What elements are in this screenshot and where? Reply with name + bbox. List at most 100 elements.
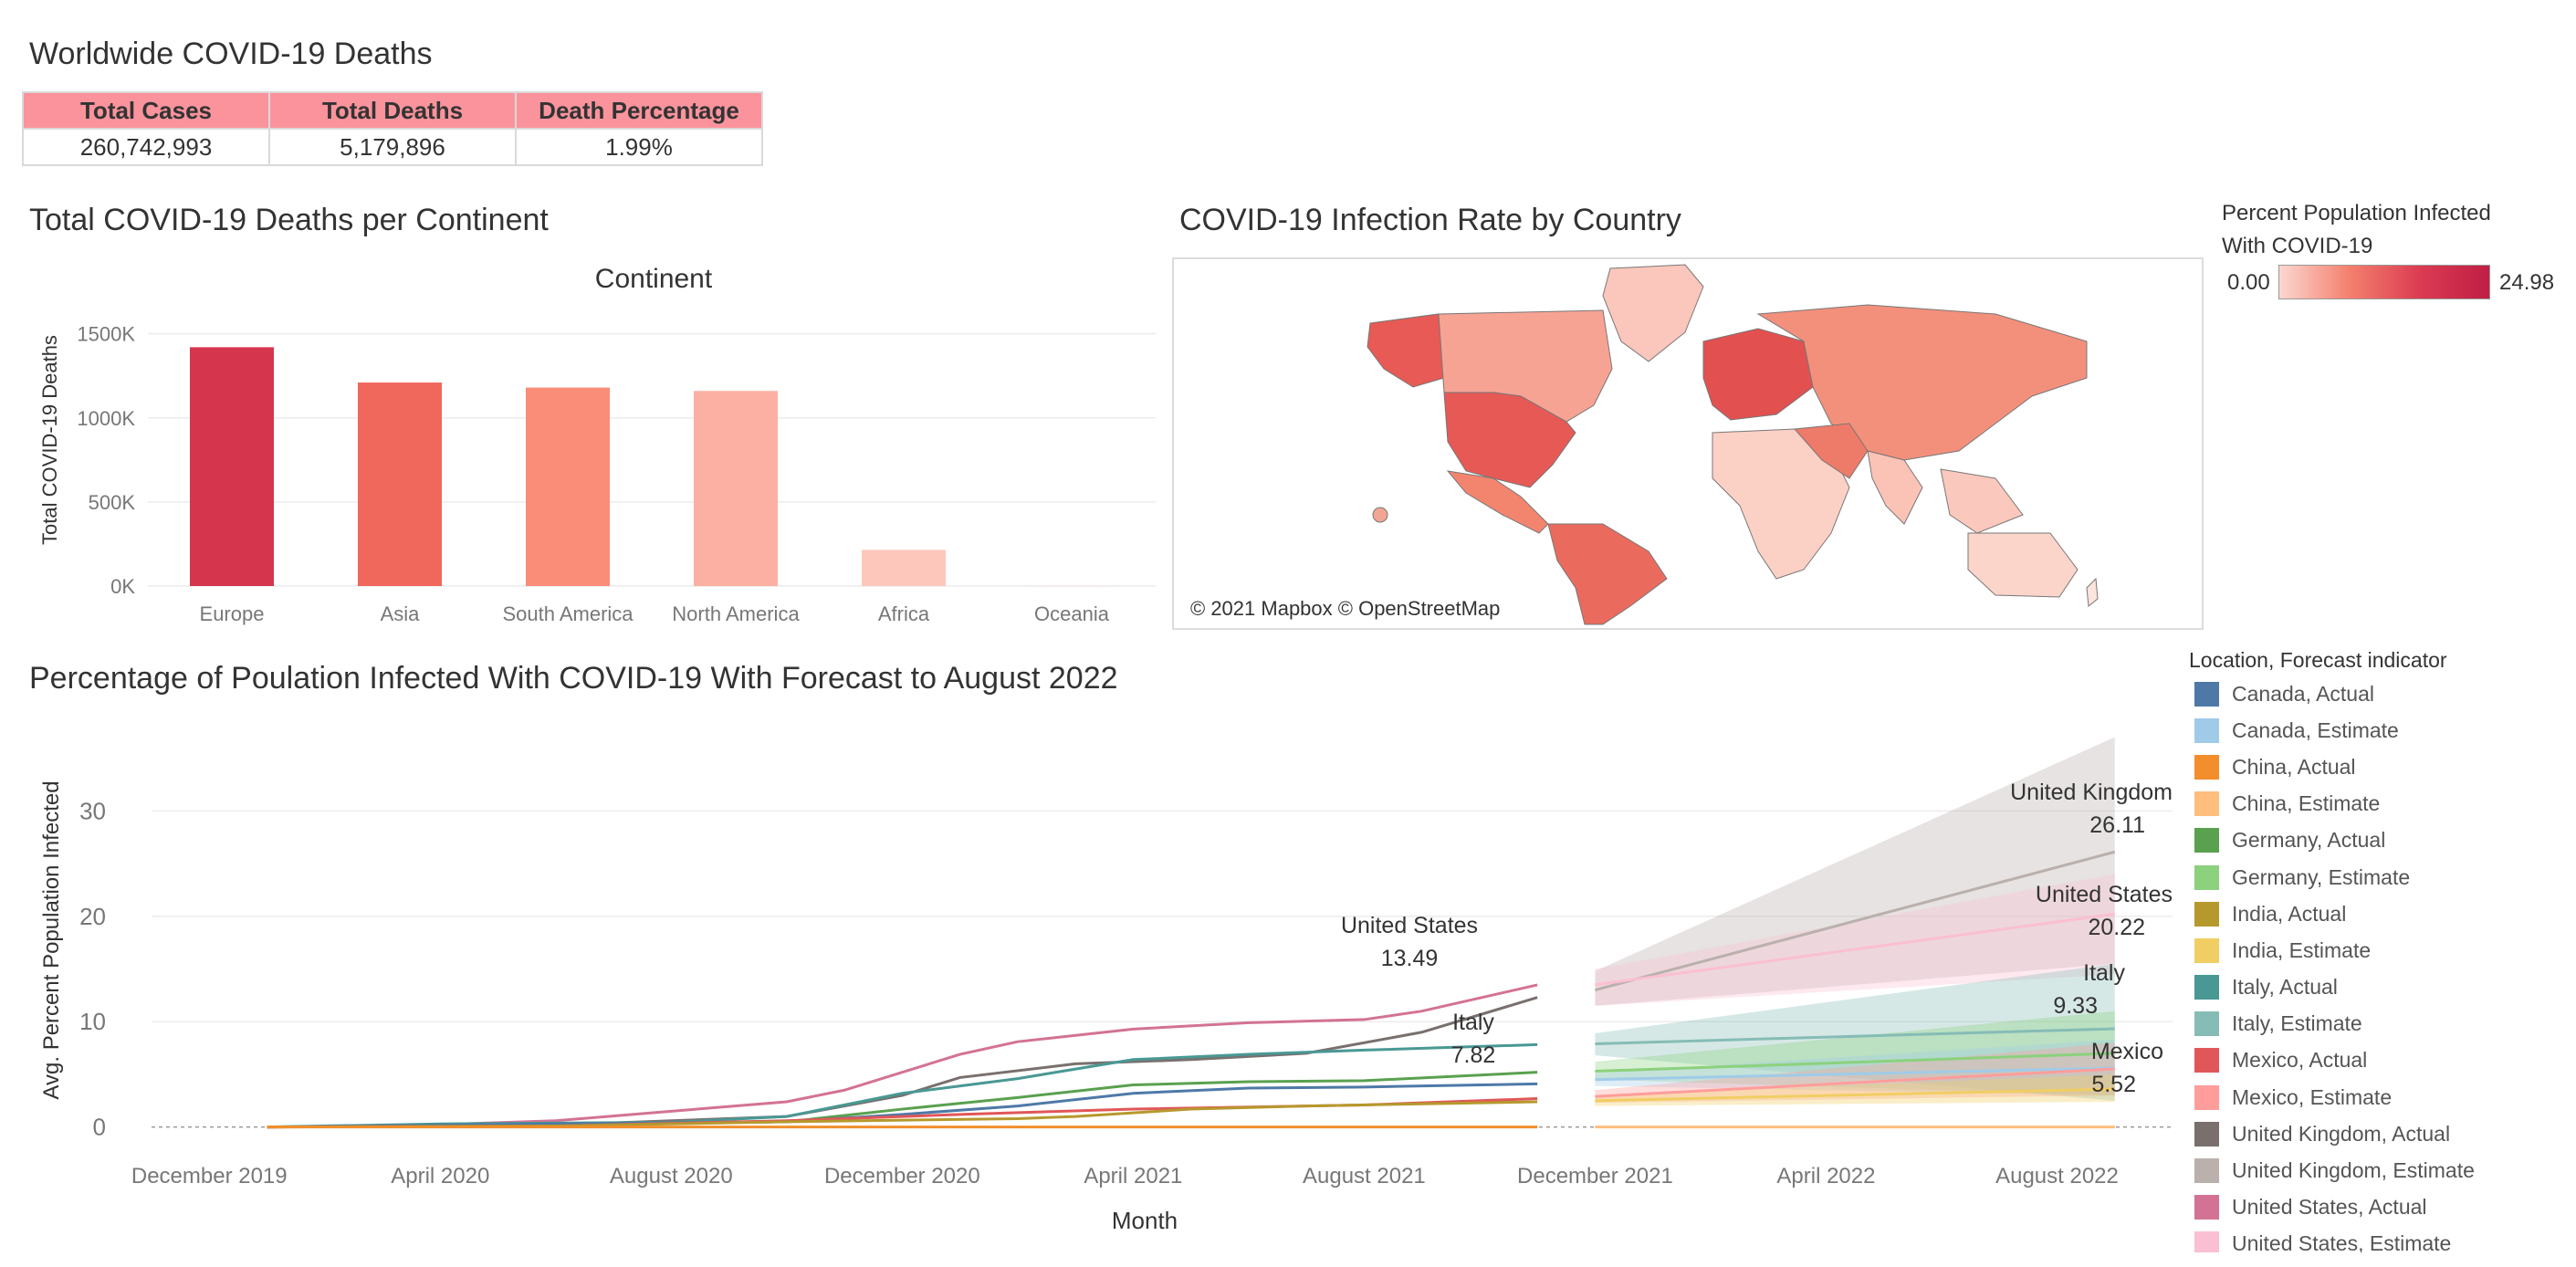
map-legend-max: 24.98: [2499, 270, 2555, 295]
bar-x-tick-label: South America: [502, 602, 634, 625]
legend-swatch: [2194, 1158, 2219, 1184]
legend-label: United States, Estimate: [2232, 1231, 2452, 1252]
legend-item[interactable]: United Kingdom, Actual: [2194, 1115, 2576, 1152]
new-zealand-region[interactable]: [2086, 577, 2099, 607]
southeast-asia-region[interactable]: [1940, 468, 2024, 534]
bar-africa[interactable]: [862, 550, 946, 586]
bar-x-tick-label: North America: [672, 602, 800, 625]
hawaii-region[interactable]: [1372, 507, 1388, 523]
continent-bar-chart: Continent Total COVID-19 Deaths Europe As…: [38, 264, 1156, 625]
legend-label: Mexico, Actual: [2232, 1048, 2368, 1073]
legend-item[interactable]: India, Actual: [2194, 895, 2576, 932]
line-chart-y-axis-label: Avg. Percent Population Infected: [39, 780, 64, 1099]
annotation-label: Italy: [2083, 960, 2125, 986]
bar-x-tick-label: Asia: [381, 602, 421, 625]
map-legend-min: 0.00: [2227, 270, 2270, 295]
legend-label: Germany, Actual: [2232, 828, 2386, 853]
legend-label: United States, Actual: [2232, 1195, 2427, 1220]
alaska-region[interactable]: [1367, 313, 1445, 388]
bar-x-tick-label: Europe: [200, 602, 265, 625]
series-united-states-estimate[interactable]: [1595, 912, 2115, 987]
series-united-kingdom-estimate[interactable]: [1595, 850, 2116, 992]
line-x-tick-label: August 2020: [610, 1164, 733, 1188]
kpi-table: Total Cases Total Deaths Death Percentag…: [22, 91, 763, 166]
series-germany-estimate[interactable]: [1595, 1052, 2115, 1073]
line-y-tick-label: 10: [79, 1008, 106, 1035]
map-attribution: © 2021 Mapbox © OpenStreetMap: [1183, 595, 1508, 623]
bar-chart-title: Total COVID-19 Deaths per Continent: [29, 203, 549, 237]
legend-label: Italy, Estimate: [2232, 1011, 2362, 1036]
legend-item[interactable]: Germany, Actual: [2194, 822, 2576, 859]
series-india-estimate[interactable]: [1595, 1087, 2115, 1103]
line-legend-title: Location, Forecast indicator: [2189, 648, 2447, 672]
legend-swatch: [2194, 717, 2219, 743]
legend-item[interactable]: Italy, Estimate: [2194, 1006, 2576, 1042]
legend-item[interactable]: Germany, Estimate: [2194, 859, 2576, 895]
line-y-tick-label: 20: [79, 903, 106, 930]
line-x-tick-label: December 2021: [1517, 1164, 1673, 1188]
bar-north-america[interactable]: [694, 391, 778, 586]
legend-swatch: [2194, 1121, 2219, 1147]
annotation-value: 9.33: [2053, 993, 2098, 1019]
middle-east-region[interactable]: [1793, 423, 1869, 479]
line-x-tick-label: December 2020: [824, 1164, 980, 1188]
legend-label: United Kingdom, Actual: [2232, 1121, 2451, 1146]
legend-item[interactable]: United States, Estimate: [2194, 1226, 2576, 1252]
asia-region[interactable]: [1756, 304, 2088, 461]
line-x-tick-label: April 2021: [1084, 1164, 1182, 1188]
legend-item[interactable]: Italy, Actual: [2194, 969, 2576, 1006]
map-title: COVID-19 Infection Rate by Country: [1179, 203, 1681, 237]
legend-item[interactable]: Canada, Estimate: [2194, 712, 2576, 749]
legend-item[interactable]: United Kingdom, Estimate: [2194, 1152, 2576, 1188]
legend-swatch: [2194, 864, 2219, 890]
annotation-label: United States: [2036, 882, 2173, 907]
legend-item[interactable]: United States, Actual: [2194, 1189, 2576, 1226]
legend-item[interactable]: China, Estimate: [2194, 786, 2576, 822]
legend-label: United Kingdom, Estimate: [2232, 1158, 2475, 1183]
legend-item[interactable]: Canada, Actual: [2194, 675, 2576, 712]
bar-europe[interactable]: [190, 347, 274, 586]
series-united-kingdom-actual[interactable]: [267, 996, 1538, 1129]
series-italy-estimate[interactable]: [1595, 1027, 2115, 1045]
usa-region[interactable]: [1443, 392, 1576, 488]
annotation-value: 20.22: [2088, 915, 2145, 940]
infection-forecast-line-chart: Avg. Percent Population Infected Month D…: [39, 737, 2173, 1234]
series-mexico-estimate[interactable]: [1595, 1067, 2115, 1098]
legend-item[interactable]: China, Actual: [2194, 749, 2576, 785]
mexico-region[interactable]: [1446, 470, 1549, 534]
annotation-value: 13.49: [1381, 946, 1439, 971]
line-x-tick-label: August 2021: [1303, 1164, 1426, 1188]
line-chart-title: Percentage of Poulation Infected With CO…: [29, 661, 1118, 696]
legend-item[interactable]: Mexico, Estimate: [2194, 1079, 2576, 1115]
bar-asia[interactable]: [358, 382, 442, 586]
legend-item[interactable]: India, Estimate: [2194, 932, 2576, 969]
annotation-label: Mexico: [2091, 1039, 2163, 1064]
infection-rate-map[interactable]: [1172, 257, 2204, 630]
bar-south-america[interactable]: [526, 387, 610, 586]
bar-y-tick-label: 1000K: [77, 407, 135, 430]
bar-x-tick-label: Oceania: [1034, 602, 1110, 625]
legend-swatch: [2194, 1195, 2219, 1220]
map-legend-title-line2: With COVID-19: [2222, 234, 2373, 258]
legend-label: Italy, Actual: [2232, 975, 2338, 1000]
australia-region[interactable]: [1967, 532, 2079, 598]
south-asia-region[interactable]: [1867, 450, 1923, 525]
series-united-states-actual[interactable]: [267, 983, 1538, 1129]
line-chart-legend: Canada, Actual Canada, Estimate China, Act…: [2194, 675, 2576, 1252]
south-america-region[interactable]: [1547, 523, 1668, 625]
legend-swatch: [2194, 681, 2219, 707]
kpi-value-total-cases: 260,742,993: [22, 128, 270, 166]
europe-region[interactable]: [1702, 328, 1814, 421]
legend-label: India, Estimate: [2232, 937, 2372, 962]
kpi-value-death-percentage: 1.99%: [515, 128, 763, 166]
greenland-region[interactable]: [1602, 264, 1704, 362]
legend-swatch: [2194, 754, 2219, 780]
legend-label: Canada, Actual: [2232, 681, 2375, 706]
series-germany-actual[interactable]: [267, 1071, 1538, 1129]
line-y-tick-label: 0: [93, 1114, 106, 1141]
legend-item[interactable]: Mexico, Actual: [2194, 1042, 2576, 1079]
series-india-actual[interactable]: [267, 1100, 1538, 1129]
annotation-label: United Kingdom: [2010, 780, 2173, 805]
series-canada-estimate[interactable]: [1595, 1066, 2115, 1082]
annotation-value: 26.11: [2089, 812, 2145, 838]
